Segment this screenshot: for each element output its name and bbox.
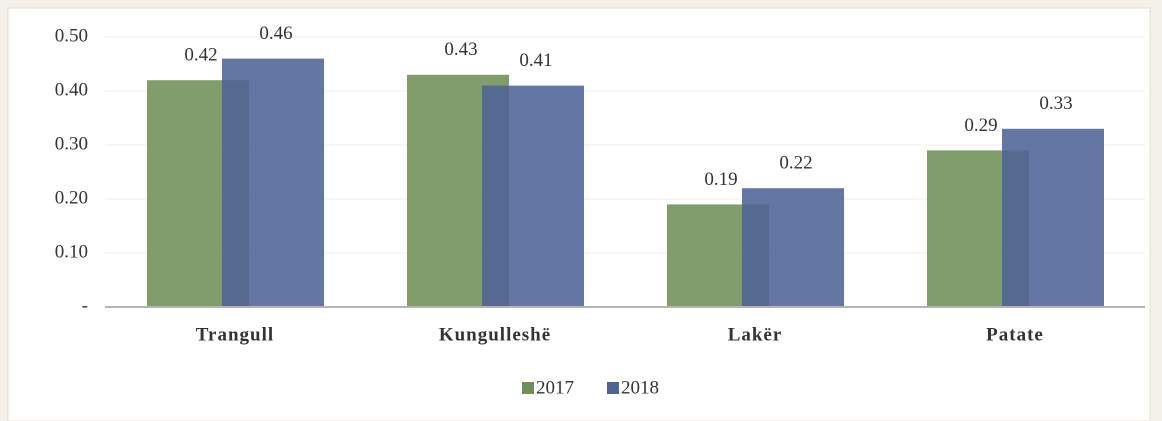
x-tick-label: Trangull <box>196 324 274 345</box>
y-tick-label: 0.20 <box>55 187 88 208</box>
data-label: 0.46 <box>259 23 292 44</box>
y-tick-label: 0.50 <box>55 25 88 46</box>
bar <box>742 188 844 307</box>
x-tick-label: Patate <box>986 324 1044 345</box>
legend-swatch <box>607 382 619 394</box>
data-label: 0.33 <box>1039 93 1072 114</box>
x-tick-label: Lakër <box>728 324 783 345</box>
data-label: 0.41 <box>519 50 552 71</box>
bar <box>222 58 324 307</box>
data-label: 0.29 <box>964 115 997 136</box>
y-tick-label: 0.10 <box>55 241 88 262</box>
data-label: 0.19 <box>704 169 737 190</box>
y-tick-label: 0.30 <box>55 133 88 154</box>
bar <box>1002 128 1104 307</box>
data-label: 0.43 <box>444 39 477 60</box>
bar <box>482 85 584 307</box>
data-label: 0.42 <box>184 45 217 66</box>
legend-label: 2017 <box>536 377 574 398</box>
x-tick-label: Kungulleshë <box>439 324 551 345</box>
y-tick-label: - <box>82 295 88 316</box>
y-tick-label: 0.40 <box>55 79 88 100</box>
legend-swatch <box>522 382 534 394</box>
data-label: 0.22 <box>779 153 812 174</box>
legend-label: 2018 <box>621 377 659 398</box>
